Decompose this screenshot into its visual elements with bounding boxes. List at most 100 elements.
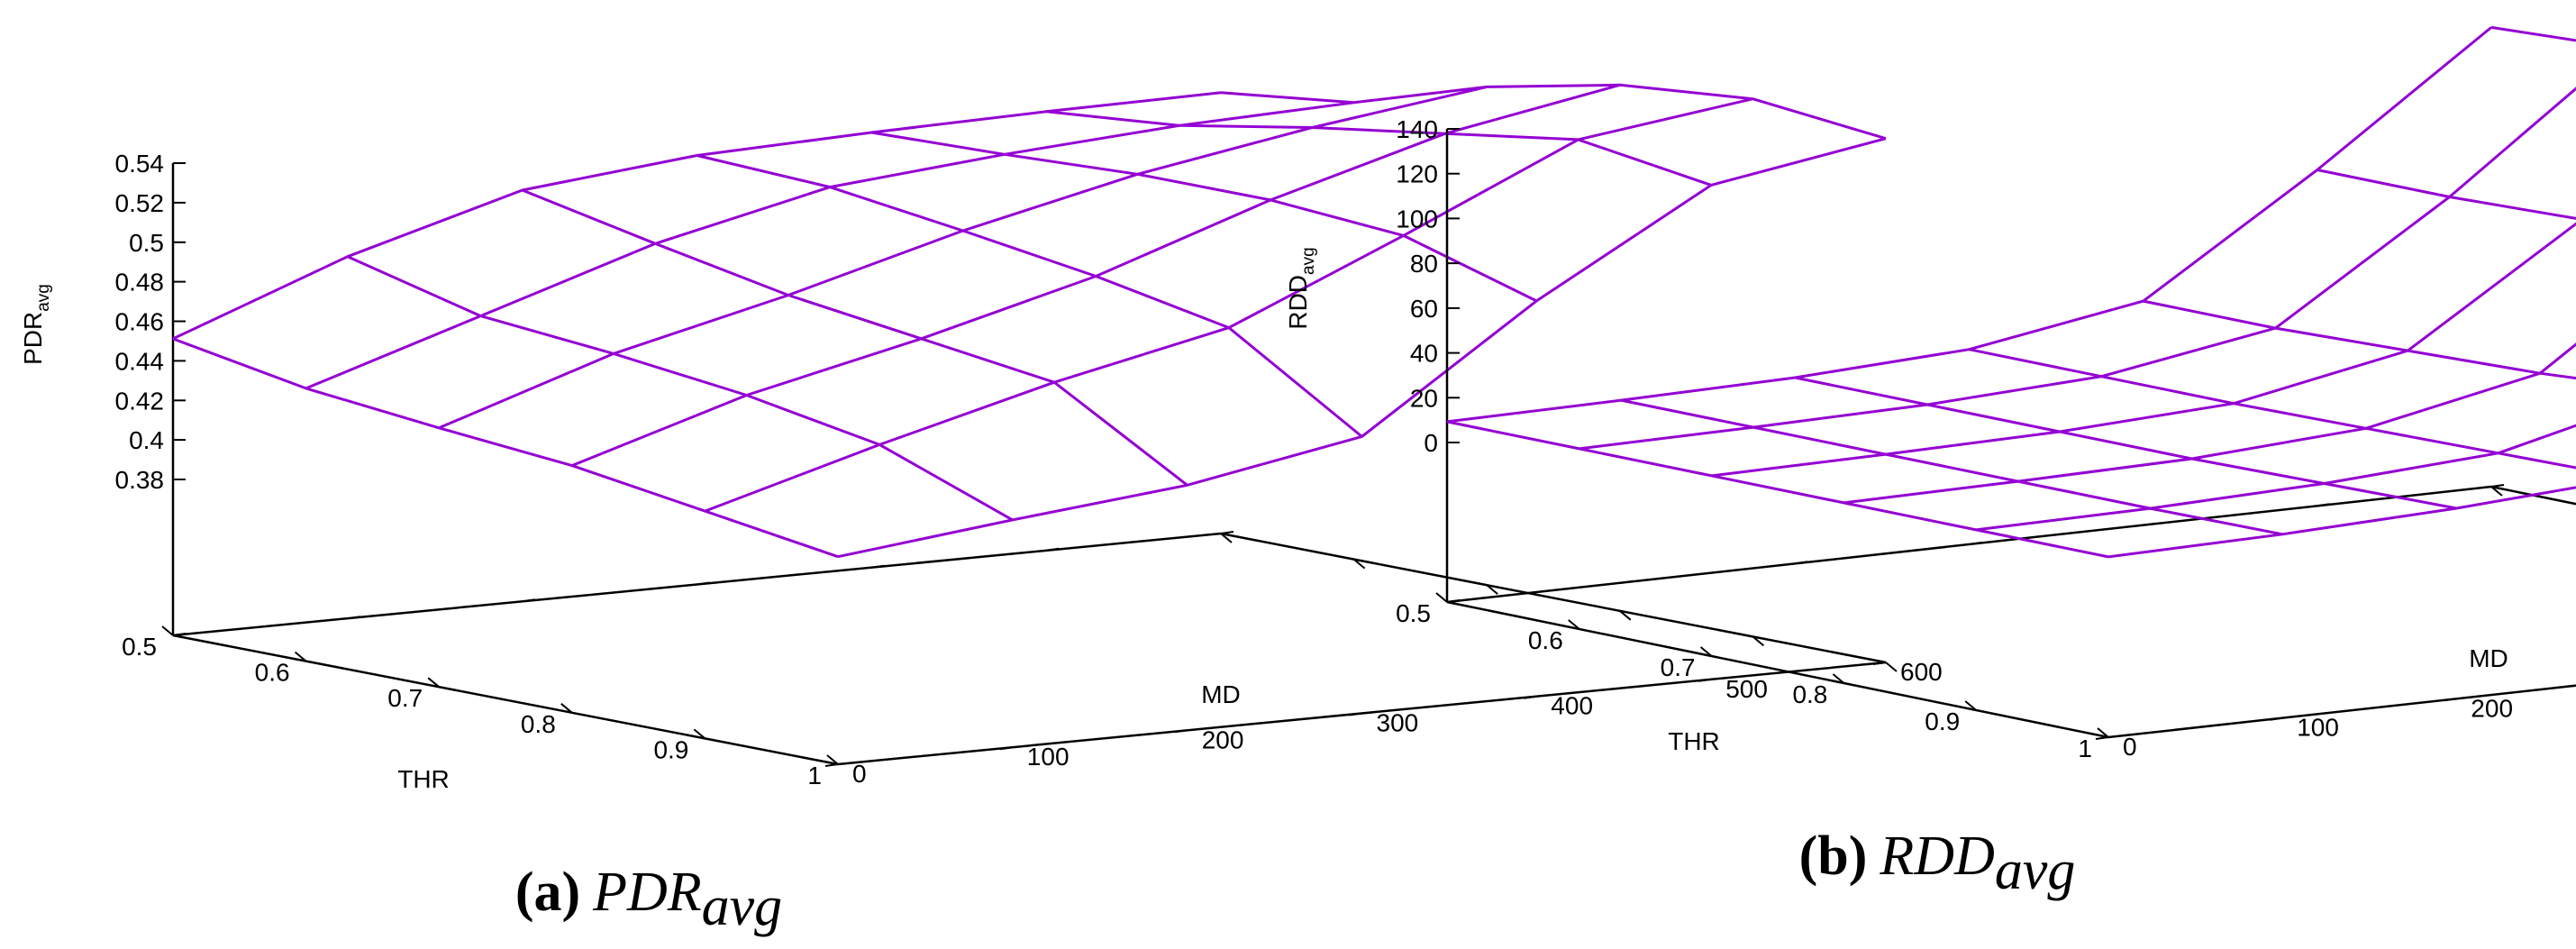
z-tick-label: 0.52 bbox=[115, 189, 165, 217]
panel-b-ylabel: MD bbox=[2469, 644, 2508, 672]
y-tick-mark bbox=[2444, 698, 2457, 702]
x-tick-label: 0.6 bbox=[255, 659, 290, 687]
surface-line-md-500 bbox=[1046, 110, 1712, 187]
z-tick-label: 40 bbox=[1410, 340, 1438, 368]
x-tick-mark bbox=[693, 728, 706, 740]
x-tick-mark-back bbox=[1752, 635, 1765, 647]
x-tick-mark-back bbox=[1486, 584, 1498, 595]
surface-line-thr-1 bbox=[837, 137, 1887, 559]
surface-line-md-400 bbox=[871, 131, 1537, 303]
x-tick-mark bbox=[1699, 646, 1713, 657]
surface-line-thr-0.6 bbox=[305, 101, 1354, 390]
z-tick-label: 0.4 bbox=[129, 426, 164, 454]
y-tick-mark-back bbox=[1969, 542, 1982, 545]
y-tick-label: 0 bbox=[2123, 733, 2137, 761]
surface-line-md-0 bbox=[1446, 420, 2109, 559]
x-tick-mark bbox=[1832, 673, 1845, 684]
x-tick-mark bbox=[161, 625, 174, 636]
z-tick-label: 0.44 bbox=[115, 347, 165, 375]
x-tick-mark-back bbox=[1885, 662, 1898, 672]
y-tick-mark-back bbox=[696, 581, 710, 586]
y-tick-label: 0 bbox=[852, 760, 867, 788]
y-tick-mark-back bbox=[172, 633, 187, 636]
y-tick-label: 200 bbox=[2471, 694, 2513, 722]
z-tick-label: 0.5 bbox=[129, 229, 164, 257]
surface-line-thr-0.6 bbox=[1579, 87, 2576, 451]
y-tick-label: 300 bbox=[1377, 709, 1419, 737]
y-tick-mark-back bbox=[2317, 503, 2330, 507]
x-tick-mark-back bbox=[1352, 558, 1366, 570]
x-tick-mark bbox=[1435, 592, 1448, 603]
y-tick-mark bbox=[999, 746, 1013, 751]
panel-b-caption: (b) RDDavg bbox=[1799, 826, 2076, 901]
surface-line-thr-1 bbox=[2107, 486, 2576, 559]
y-tick-mark bbox=[824, 763, 839, 767]
y-tick-mark-back bbox=[871, 564, 885, 569]
y-tick-label: 400 bbox=[1551, 692, 1593, 720]
surface-line-md-100 bbox=[1620, 398, 2283, 536]
surface-line-md-300 bbox=[1969, 348, 2576, 470]
x-tick-label: 0.8 bbox=[521, 710, 556, 738]
x-tick-label: 0.5 bbox=[1396, 599, 1431, 627]
z-tick-label: 20 bbox=[1410, 384, 1438, 412]
y-tick-mark-back bbox=[1795, 561, 1808, 565]
y-tick-label: 200 bbox=[1202, 725, 1244, 753]
surface-line-md-600 bbox=[1220, 83, 1887, 141]
surface-line-thr-0.7 bbox=[438, 85, 1488, 430]
y-tick-mark bbox=[2095, 736, 2109, 740]
surface-line-thr-0.5 bbox=[172, 91, 1222, 341]
y-tick-label: 100 bbox=[2297, 714, 2339, 742]
y-tick-mark bbox=[2270, 716, 2283, 721]
x-tick-label: 0.6 bbox=[1528, 626, 1563, 654]
y-tick-mark bbox=[1524, 695, 1537, 699]
y-tick-mark-back bbox=[2143, 522, 2156, 526]
y-tick-mark bbox=[1349, 712, 1362, 716]
z-tick-label: 60 bbox=[1410, 295, 1438, 323]
surface-line-md-100 bbox=[347, 255, 1014, 522]
surface-line-md-200 bbox=[522, 188, 1188, 487]
y-tick-label: 500 bbox=[1725, 675, 1768, 703]
z-tick-label: 0 bbox=[1424, 429, 1438, 457]
z-tick-label: 100 bbox=[1396, 205, 1438, 233]
y-tick-mark bbox=[1174, 729, 1188, 734]
y-tick-mark-back bbox=[1046, 547, 1060, 552]
z-tick-label: 0.38 bbox=[115, 466, 165, 494]
panel-b-xlabel: THR bbox=[1668, 727, 1720, 755]
surface-line-thr-0.8 bbox=[1843, 342, 2576, 505]
surface-line-thr-0.9 bbox=[1976, 424, 2576, 532]
x-tick-label: 0.5 bbox=[122, 633, 157, 661]
x-tick-label: 0.7 bbox=[387, 684, 423, 712]
z-tick-label: 0.46 bbox=[115, 308, 165, 336]
x-tick-mark-back bbox=[1619, 610, 1632, 621]
x-tick-mark bbox=[2097, 727, 2109, 738]
x-tick-label: 1 bbox=[2078, 735, 2092, 762]
x-tick-label: 0.9 bbox=[653, 735, 688, 763]
y-tick-mark bbox=[1872, 662, 1887, 665]
x-tick-mark bbox=[826, 754, 839, 765]
surface-line-md-0 bbox=[172, 337, 839, 559]
panel-a-caption: (a) PDRavg bbox=[515, 862, 782, 937]
panel-a-pdr: 0.50.60.70.80.91 01002003004005006000.380… bbox=[115, 83, 1943, 789]
x-tick-mark-back bbox=[1220, 533, 1233, 543]
z-tick-label: 140 bbox=[1396, 115, 1438, 143]
x-tick-mark bbox=[560, 703, 573, 714]
x-tick-mark bbox=[294, 651, 307, 662]
y-tick-mark-back bbox=[1220, 531, 1234, 534]
x-tick-mark bbox=[1568, 619, 1580, 630]
surface-line-md-200 bbox=[1794, 376, 2457, 510]
y-tick-label: 100 bbox=[1027, 743, 1070, 771]
x-tick-mark-back bbox=[2490, 486, 2503, 497]
surface-line-thr-0.9 bbox=[704, 97, 1753, 513]
y-tick-mark-back bbox=[1446, 599, 1461, 603]
x-tick-label: 1 bbox=[807, 762, 822, 789]
y-tick-mark-back bbox=[522, 598, 535, 603]
panel-a-zlabel: PDRavg bbox=[19, 284, 53, 365]
z-tick-label: 0.54 bbox=[115, 150, 165, 178]
surface-line-md-600 bbox=[2490, 25, 2576, 42]
floor-back-edge bbox=[2490, 485, 2576, 506]
floor-x-axis bbox=[172, 634, 839, 766]
y-tick-mark bbox=[1698, 678, 1712, 682]
y-tick-mark-back bbox=[347, 616, 360, 620]
floor-back-edge bbox=[1220, 532, 1887, 664]
